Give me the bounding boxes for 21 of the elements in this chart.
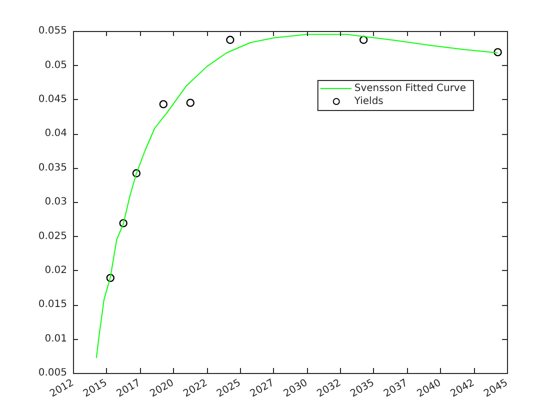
y-tick-label: 0.02	[44, 264, 67, 276]
point	[226, 36, 234, 44]
y-tick-label: 0.005	[38, 368, 67, 379]
y-tick-label: 0.01	[44, 333, 67, 344]
legend-label: Yields	[353, 96, 384, 108]
y-tick-label: 0.015	[38, 299, 67, 310]
y-tick-label: 0.05	[44, 60, 67, 71]
y-tick-label: 0.04	[44, 128, 67, 140]
point	[494, 48, 502, 56]
point	[132, 169, 141, 178]
point	[359, 36, 368, 44]
y-tick-label: 0.035	[38, 162, 67, 174]
legend-label: Svensson Fitted Curve	[354, 83, 466, 94]
point	[159, 100, 168, 108]
point	[119, 219, 128, 228]
y-tick-label: 0.045	[38, 94, 67, 105]
y-tick-label: 0.025	[38, 230, 67, 242]
y-tick-label: 0.03	[44, 196, 67, 208]
y-tick-label: 0.055	[38, 26, 67, 37]
point	[106, 274, 114, 282]
point	[186, 98, 194, 107]
